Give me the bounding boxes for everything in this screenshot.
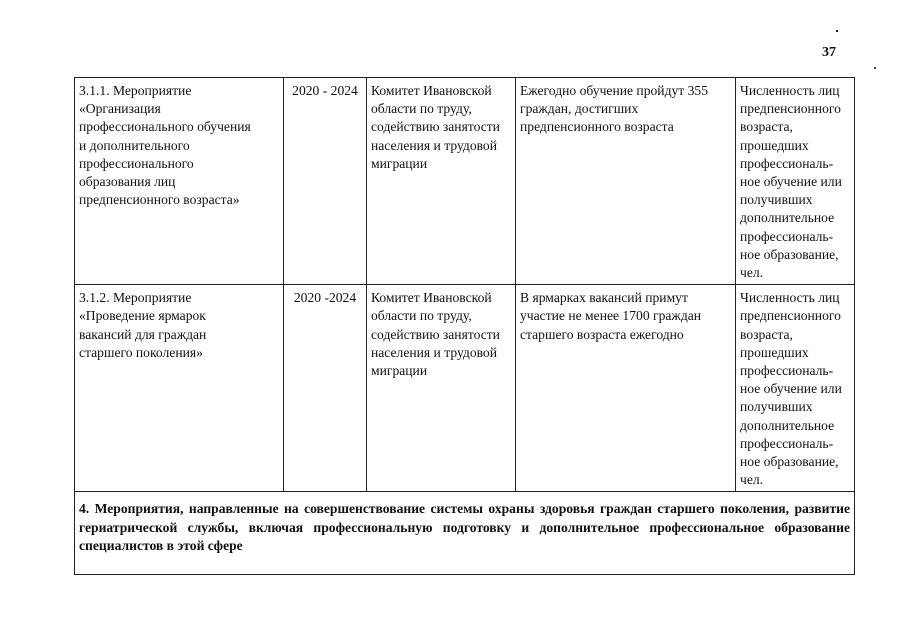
table-row: 3.1.1. Мероприятие «Организация професси… <box>74 76 855 286</box>
scan-speck <box>836 30 838 32</box>
result-cell: В ярмарках вакансий примут участие не ме… <box>515 284 736 493</box>
scan-speck <box>874 67 876 69</box>
indicator-cell: Численность лиц предпенсионного возраста… <box>735 76 855 286</box>
section-heading: 4. Мероприятия, направленные на совершен… <box>74 491 855 576</box>
activity-cell: 3.1.2. Мероприятие «Проведение ярмарок в… <box>74 284 284 493</box>
executor-cell: Комитет Ивановской области по труду, сод… <box>366 284 516 493</box>
executor-cell: Комитет Ивановской области по труду, сод… <box>366 76 516 286</box>
page-number: 37 <box>822 45 836 60</box>
table-row: 3.1.2. Мероприятие «Проведение ярмарок в… <box>74 284 855 493</box>
activities-table: 3.1.1. Мероприятие «Организация професси… <box>74 76 855 576</box>
period-cell: 2020 -2024 <box>283 284 367 493</box>
indicator-cell: Численность лиц предпенсионного возраста… <box>735 284 855 493</box>
result-cell: Ежегодно обучение пройдут 355 граждан, д… <box>515 76 736 286</box>
section-row: 4. Мероприятия, направленные на совершен… <box>74 491 855 576</box>
period-cell: 2020 - 2024 <box>283 76 367 286</box>
activity-cell: 3.1.1. Мероприятие «Организация професси… <box>74 76 284 286</box>
